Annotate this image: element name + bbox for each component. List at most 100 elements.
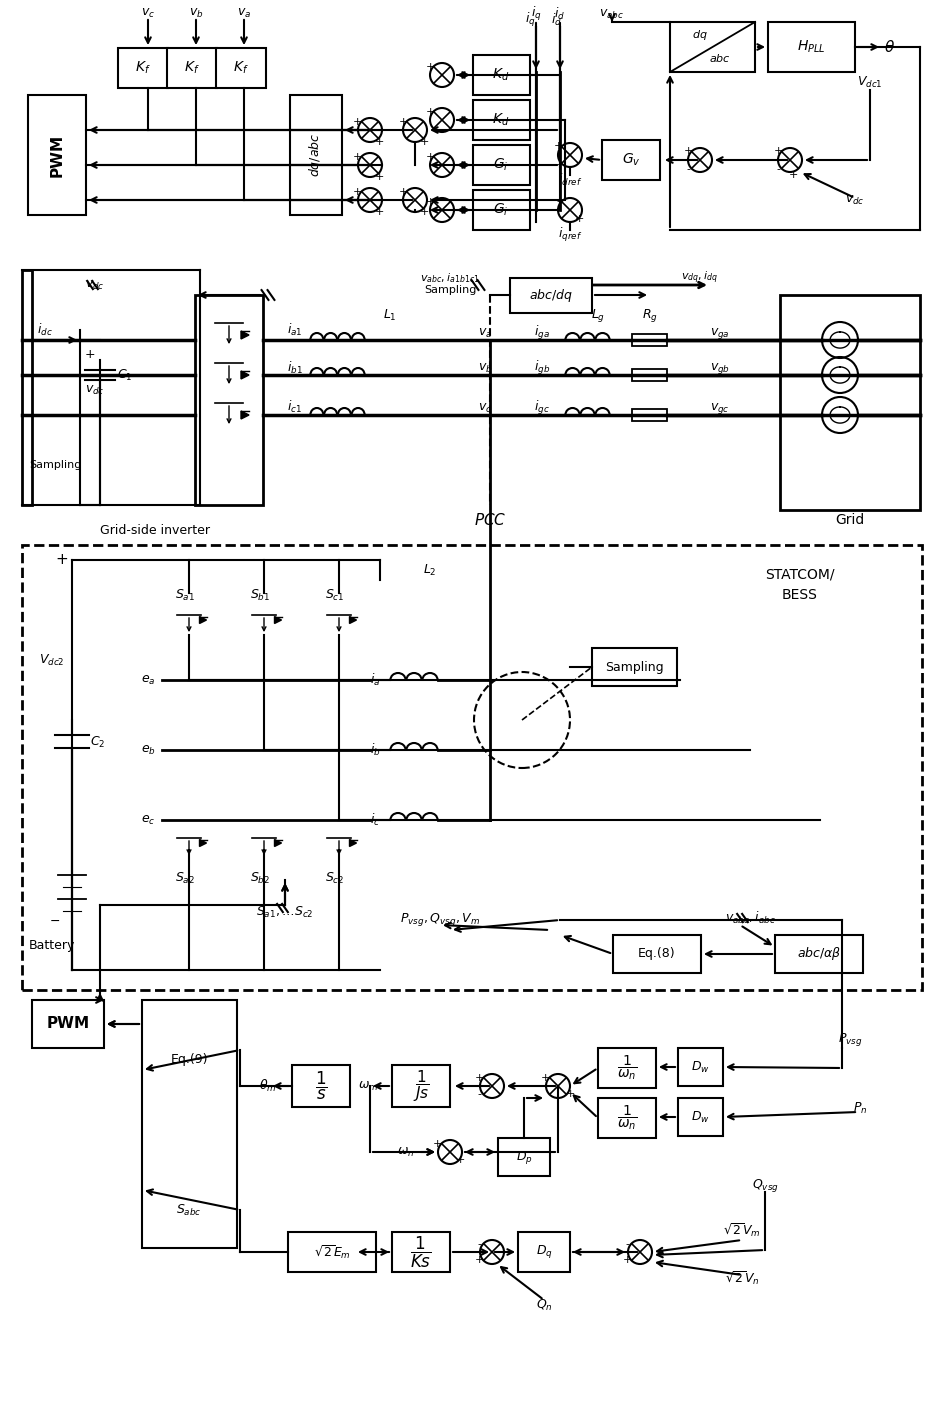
Text: +: + — [374, 173, 383, 183]
Text: $v_{abc}, i_{abc}$: $v_{abc}, i_{abc}$ — [724, 910, 775, 927]
Polygon shape — [200, 616, 206, 623]
Text: BESS: BESS — [782, 588, 818, 602]
Text: $R_g$: $R_g$ — [642, 306, 658, 323]
Text: $K_f$: $K_f$ — [233, 60, 249, 76]
Text: $S_{c2}$: $S_{c2}$ — [325, 870, 345, 886]
Text: -: - — [477, 1238, 481, 1250]
Bar — [510, 278, 592, 313]
Text: $\dfrac{1}{Ks}$: $\dfrac{1}{Ks}$ — [410, 1234, 431, 1269]
Text: +: + — [398, 187, 408, 197]
Text: +: + — [352, 152, 362, 161]
Text: Sampling: Sampling — [605, 660, 663, 674]
Bar — [392, 1231, 450, 1272]
Text: $L_g$: $L_g$ — [591, 306, 605, 323]
Polygon shape — [349, 616, 356, 623]
Text: $S_{c1}$: $S_{c1}$ — [325, 587, 345, 602]
Text: $i_d$: $i_d$ — [551, 13, 562, 28]
Text: $i_{qref}$: $i_{qref}$ — [558, 226, 582, 244]
Text: +: + — [352, 187, 362, 197]
Text: +: + — [432, 1139, 442, 1148]
Text: $abc/\alpha\beta$: $abc/\alpha\beta$ — [797, 945, 841, 963]
Text: $i_{b1}$: $i_{b1}$ — [287, 359, 303, 376]
Text: $\theta_m$: $\theta_m$ — [259, 1078, 277, 1094]
Bar — [670, 22, 755, 72]
Text: $+$: $+$ — [56, 553, 69, 567]
Text: $V_{dc2}$: $V_{dc2}$ — [40, 653, 65, 667]
Bar — [28, 95, 86, 215]
Text: $S_{a1}$: $S_{a1}$ — [175, 587, 195, 602]
Text: $-$: $-$ — [85, 409, 95, 421]
Text: $e_b$: $e_b$ — [140, 744, 155, 757]
Bar — [22, 270, 32, 505]
Bar — [613, 935, 701, 973]
Text: $i_q$: $i_q$ — [525, 11, 535, 29]
Text: $\sqrt{2}V_m$: $\sqrt{2}V_m$ — [723, 1221, 761, 1238]
Bar — [22, 545, 922, 990]
Bar — [780, 295, 920, 510]
Bar — [768, 22, 855, 72]
Bar — [678, 1098, 723, 1136]
Text: Eq.(8): Eq.(8) — [638, 948, 675, 960]
Bar — [142, 1000, 237, 1248]
Text: $\dfrac{1}{\omega_n}$: $\dfrac{1}{\omega_n}$ — [617, 1104, 637, 1133]
Text: $K_d$: $K_d$ — [493, 67, 510, 83]
Text: -: - — [556, 159, 560, 168]
Text: PWM: PWM — [50, 133, 64, 177]
Text: $S_{b1}$: $S_{b1}$ — [250, 587, 270, 602]
Text: $G_v$: $G_v$ — [622, 152, 641, 168]
Text: -: - — [477, 1090, 481, 1099]
Text: $e_a$: $e_a$ — [140, 674, 155, 687]
Text: $i_{c1}$: $i_{c1}$ — [287, 399, 302, 416]
Bar — [118, 48, 168, 88]
Text: $abc$: $abc$ — [709, 52, 731, 65]
Bar — [498, 1139, 550, 1177]
Text: +: + — [419, 138, 429, 147]
Text: $K_f$: $K_f$ — [135, 60, 151, 76]
Text: $v_b$: $v_b$ — [478, 361, 493, 375]
Text: $i_{dc}$: $i_{dc}$ — [37, 322, 53, 338]
Text: +: + — [419, 206, 429, 218]
Bar — [678, 1047, 723, 1087]
Text: Battery: Battery — [29, 938, 75, 952]
Text: $L_1$: $L_1$ — [383, 307, 397, 323]
Text: $K_f$: $K_f$ — [184, 60, 200, 76]
Text: +: + — [425, 197, 434, 206]
Bar — [775, 935, 863, 973]
Text: +: + — [455, 1155, 464, 1165]
Polygon shape — [349, 840, 356, 847]
Text: $\sqrt{2}E_m$: $\sqrt{2}E_m$ — [314, 1243, 350, 1261]
Text: +: + — [425, 107, 434, 117]
Text: $S_{a1}, \ldots S_{c2}$: $S_{a1}, \ldots S_{c2}$ — [256, 904, 314, 920]
Text: $dq$: $dq$ — [692, 28, 707, 42]
Text: +: + — [374, 138, 383, 147]
Bar — [518, 1231, 570, 1272]
Text: Eq.(9): Eq.(9) — [171, 1053, 208, 1067]
Text: $-$: $-$ — [49, 914, 60, 927]
Text: +: + — [565, 1090, 575, 1099]
Text: $\dfrac{1}{s}$: $\dfrac{1}{s}$ — [315, 1070, 327, 1102]
Text: -: - — [625, 1238, 629, 1250]
Text: $P_{vsg}$: $P_{vsg}$ — [837, 1032, 862, 1049]
Bar — [632, 409, 667, 421]
Bar — [473, 55, 530, 95]
Bar — [167, 48, 217, 88]
Text: $Q_{vsg}$: $Q_{vsg}$ — [752, 1177, 778, 1193]
Text: $Q_n$: $Q_n$ — [536, 1297, 552, 1313]
Text: $i_c$: $i_c$ — [370, 812, 380, 828]
Text: $v_{dc}$: $v_{dc}$ — [845, 194, 865, 206]
Text: $S_{a2}$: $S_{a2}$ — [175, 870, 195, 886]
Text: +: + — [475, 1073, 483, 1082]
Text: $i_{a1}$: $i_{a1}$ — [287, 322, 302, 338]
Text: $S_{b2}$: $S_{b2}$ — [250, 870, 270, 886]
Bar — [290, 95, 342, 215]
Text: $C_1$: $C_1$ — [117, 368, 133, 382]
Text: -: - — [556, 197, 560, 206]
Text: $\sqrt{2}V_n$: $\sqrt{2}V_n$ — [724, 1269, 759, 1287]
Bar — [216, 48, 266, 88]
Text: $G_i$: $G_i$ — [494, 202, 509, 218]
Text: +: + — [352, 117, 362, 126]
Text: $v_{dc}$: $v_{dc}$ — [85, 383, 105, 396]
Text: $PCC$: $PCC$ — [474, 512, 506, 528]
Text: $D_w$: $D_w$ — [690, 1060, 709, 1074]
Text: $i_{gc}$: $i_{gc}$ — [534, 399, 550, 417]
